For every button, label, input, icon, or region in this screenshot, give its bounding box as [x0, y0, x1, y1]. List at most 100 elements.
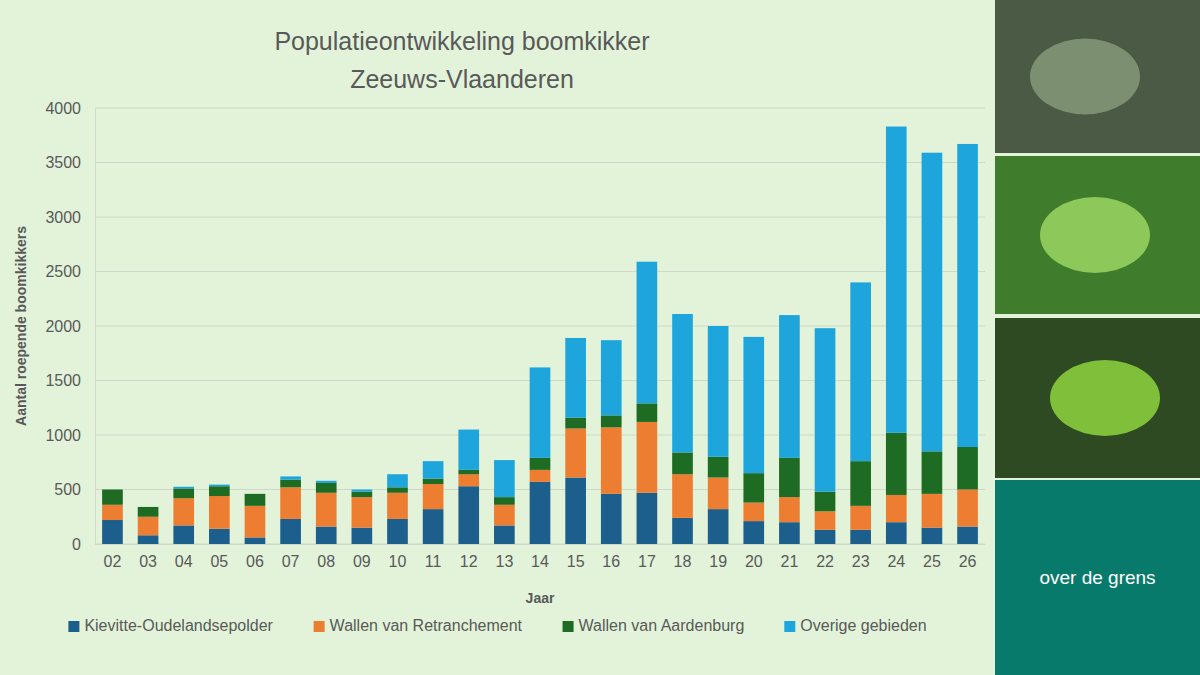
annotation-box: [995, 480, 1200, 675]
bar: [102, 489, 123, 490]
x-tick-label: 14: [531, 553, 549, 570]
x-tick-label: 23: [852, 553, 870, 570]
bar: [494, 497, 515, 505]
bar: [280, 519, 301, 544]
x-tick: 04: [175, 553, 193, 570]
x-tick: 17: [638, 553, 656, 570]
grid-line: [95, 271, 985, 272]
bar: [352, 497, 373, 528]
bar: [173, 488, 194, 498]
bar: [601, 415, 622, 427]
y-tick: 4000: [45, 100, 95, 117]
bar: [815, 511, 836, 530]
bar: [957, 144, 978, 447]
bar: [601, 340, 622, 415]
bar: [209, 486, 230, 496]
bar: [423, 461, 444, 478]
bar: [957, 527, 978, 544]
x-tick-label: 06: [246, 553, 264, 570]
bar: [316, 527, 337, 544]
bar: [779, 458, 800, 497]
x-tick: 22: [816, 553, 834, 570]
bar: [530, 470, 551, 482]
bar: [850, 282, 871, 461]
legend-label: Overige gebieden: [800, 617, 926, 634]
bar: [672, 452, 693, 474]
x-tick: 25: [923, 553, 941, 570]
y-axis-line: [95, 109, 96, 545]
side-panel: over de grens: [995, 0, 1200, 675]
legend-item: Wallen van Retranchement: [314, 617, 523, 634]
x-tick: 18: [674, 553, 692, 570]
bar: [850, 530, 871, 544]
subtitle: Zeeuws-Vlaanderen: [350, 65, 574, 93]
grid: [95, 108, 985, 544]
grid-line: [95, 162, 985, 163]
x-tick: 05: [210, 553, 228, 570]
x-tick-label: 25: [923, 553, 941, 570]
x-tick-label: 04: [175, 553, 193, 570]
bar: [138, 517, 159, 536]
y-tick: 1000: [45, 427, 95, 444]
bar: [245, 493, 266, 494]
bar: [779, 315, 800, 458]
y-tick: 0: [72, 536, 95, 553]
bar: [672, 474, 693, 518]
bar: [886, 433, 907, 495]
x-tick-label: 20: [745, 553, 763, 570]
x-tick: 15: [567, 553, 585, 570]
bar: [102, 520, 123, 544]
y-tick-label: 0: [72, 536, 81, 553]
bar: [922, 494, 943, 528]
bar: [637, 262, 658, 404]
x-tick: 08: [317, 553, 335, 570]
bar: [138, 535, 159, 544]
bar: [280, 476, 301, 479]
photo-frog: [1050, 360, 1160, 436]
y-tick-label: 1000: [45, 427, 81, 444]
bar: [815, 492, 836, 512]
legend-swatch: [314, 621, 325, 632]
y-tick-label: 3000: [45, 209, 81, 226]
x-tick-label: 08: [317, 553, 335, 570]
photo: [995, 156, 1200, 314]
bar: [708, 478, 729, 510]
bar: [458, 430, 479, 470]
grid-line: [95, 108, 985, 109]
legend-item: Wallen van Aardenburg: [563, 617, 745, 634]
bar: [173, 498, 194, 525]
legend-swatch: [68, 621, 79, 632]
bar: [423, 509, 444, 544]
bar: [316, 481, 337, 483]
title: Populatieontwikkeling boomkikker: [274, 27, 649, 55]
background: [0, 0, 995, 675]
bar: [387, 487, 408, 492]
bar: [743, 521, 764, 544]
x-tick-label: 11: [425, 553, 442, 570]
bar: [387, 474, 408, 487]
x-tick: 02: [104, 553, 122, 570]
x-tick: 14: [531, 553, 549, 570]
x-tick: 24: [887, 553, 905, 570]
bar: [743, 473, 764, 502]
x-tick-label: 16: [602, 553, 620, 570]
bar: [173, 525, 194, 544]
bar: [565, 338, 586, 418]
bar: [280, 487, 301, 519]
bar: [494, 460, 515, 497]
legend-item: Overige gebieden: [784, 617, 926, 634]
bar: [922, 528, 943, 544]
bar: [922, 153, 943, 452]
x-tick-label: 26: [959, 553, 977, 570]
y-tick: 1500: [45, 372, 95, 389]
x-tick-label: 21: [781, 553, 799, 570]
bar: [423, 484, 444, 509]
y-tick: 3000: [45, 209, 95, 226]
x-tick-label: 03: [139, 553, 157, 570]
legend-label: Wallen van Retranchement: [330, 617, 523, 634]
bar: [102, 505, 123, 520]
y-axis-title: Aantal roepende boomkikkers: [13, 226, 29, 426]
x-tick-label: 24: [887, 553, 905, 570]
x-tick: 09: [353, 553, 371, 570]
y-tick: 2000: [45, 318, 95, 335]
